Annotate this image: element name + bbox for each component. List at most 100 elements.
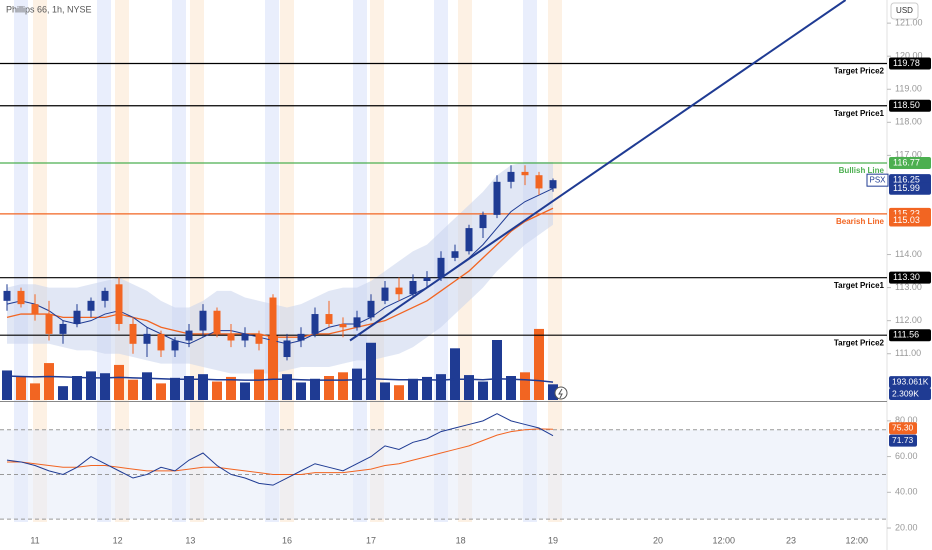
osc-tag [889,422,917,435]
price-tag [889,182,931,195]
volume-bar [394,385,404,400]
candle-body [129,323,137,344]
x-tick-label: 12 [113,535,123,545]
price-tag [889,99,931,112]
y-tick-label: 121.00 [895,18,923,28]
y-tick-label: 113.00 [895,282,922,292]
volume-bar [548,384,558,400]
price-tag [889,57,931,70]
price-tag-label: 116.25 [893,175,920,185]
trendline [349,0,847,342]
candle-body [507,171,515,182]
y-tick-label: 111.00 [895,348,921,358]
alert-icon-glyph [558,388,563,399]
candle-body [535,175,543,189]
volume-tag-label: 2.309K [892,388,919,398]
symbol-tag [866,173,889,187]
y-tick-label: 114.00 [895,249,922,259]
price-tag [889,271,931,284]
alert-icon [554,386,568,400]
volume-bar [16,376,26,400]
volume-bar [506,376,516,400]
candle-body [423,277,431,281]
volume-bar [492,340,502,400]
currency-button[interactable] [890,2,919,20]
osc-tick-label: 40.00 [895,487,918,497]
volume-bar [366,342,376,400]
price-tag-label: 111.56 [893,330,919,340]
volume-bar [422,376,432,400]
candle-body [269,297,277,358]
candle-body [367,300,375,318]
candle-body [171,340,179,351]
x-tick-label: 20 [653,535,663,545]
volume-bar [352,368,362,400]
candle-body [227,333,235,341]
line-label: Target Price2 [834,67,885,76]
volume-bar [212,381,222,400]
price-tag-label: 118.50 [893,100,920,110]
volume-bar [450,348,460,400]
candle-body [549,180,557,189]
candle-body [213,310,221,334]
volume-bar [58,386,68,400]
candle-body [437,257,445,278]
candle-body [87,300,95,311]
volume-ma [6,375,554,383]
volume-bar [128,379,138,400]
candle-body [115,284,123,324]
volume-tag [889,388,931,400]
line-label: Bullish Line [839,166,885,175]
price-tag-label: 119.78 [893,58,920,68]
x-tick-label: 12:00 [846,535,869,545]
volume-bar [72,376,82,400]
volume-bar [254,369,264,400]
candle-body [73,310,81,324]
volume-bar [142,372,152,400]
candle-body [17,290,25,305]
volume-tag [889,376,931,389]
volume-bar [198,374,208,400]
volume-bar [464,375,474,400]
price-tag-label: 116.77 [893,157,920,167]
osc-tick-label: 60.00 [895,451,918,461]
x-tick-label: 12:00 [713,535,736,545]
volume-bar [310,378,320,400]
y-tick-label: 119.00 [895,84,922,94]
price-tag [889,214,931,227]
volume-bar [100,373,110,400]
y-tick-label: 117.00 [895,150,922,160]
volume-bar [520,372,530,400]
line-label: Target Price1 [834,109,885,118]
candle-body [185,330,193,341]
candle-body [479,214,487,229]
candle-body [157,333,165,351]
volume-bar [2,370,12,400]
volume-bar [408,378,418,400]
volume-bar [184,376,194,400]
line-label: Bearish Line [836,217,885,226]
price-tag-label: 115.03 [893,215,920,225]
volume-bar [296,382,306,400]
volume-bar [170,377,180,400]
candle-body [521,171,529,176]
osc-signal [7,428,554,475]
candle-body [409,280,417,295]
candle-body [199,310,207,331]
x-tick-label: 13 [185,535,195,545]
x-tick-label: 18 [456,535,466,545]
x-tick-label: 16 [282,535,292,545]
candle-body [241,333,249,341]
y-tick-label: 120.00 [895,51,923,61]
osc-line [6,413,554,486]
osc-tag-label: 71.73 [892,435,914,445]
volume-bar [436,374,446,400]
price-tag [889,156,931,169]
volume-bar [44,363,54,400]
candle-body [353,317,361,328]
candle-body [255,333,263,344]
symbol-label: PSX [869,175,886,184]
volume-tag-label: 193.061K [892,376,929,386]
price-tag-label: 113.30 [893,272,920,282]
volume-bar [156,383,166,400]
